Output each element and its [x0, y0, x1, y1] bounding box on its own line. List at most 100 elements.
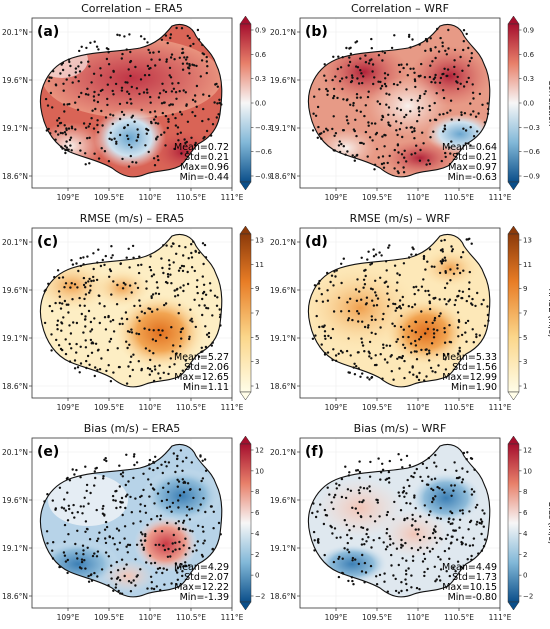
colorbar-tick-label: 7	[523, 310, 527, 318]
lat-tick-label: 19.1°N	[2, 544, 28, 553]
stat-value: Min=-0.44	[180, 172, 229, 183]
panel-letter: (e)	[37, 444, 59, 460]
lon-tick-label: 109°E	[57, 193, 80, 202]
colorbar-tick-label: 8	[255, 488, 259, 496]
lat-tick-label: 19.1°N	[2, 334, 28, 343]
lat-tick-label: 19.6°N	[2, 496, 28, 505]
colorbar-tick-label: 0.3	[255, 75, 266, 83]
stat-value: Mean=0.72	[174, 142, 229, 153]
stat-value: Std=1.56	[452, 362, 497, 373]
lon-tick-label: 110°E	[139, 613, 162, 622]
stat-value: Mean=4.29	[174, 562, 229, 573]
map-panel: RMSE (m/s) – WRF (d) Mean=5.33Std=1.56Max=…	[270, 212, 550, 412]
colorbar-tick-label: 2	[523, 551, 527, 559]
panel-title: Bias (m/s) – ERA5	[84, 422, 180, 435]
colorbar: 0.9 0.6 0.3 0.0 −0.3 −0.6 −0.9 Correlation	[507, 15, 550, 191]
colorbar-tick-label: 1	[255, 383, 259, 391]
lon-tick-label: 110°E	[139, 403, 162, 412]
lat-tick-label: 20.1°N	[2, 28, 28, 37]
panel-title: RMSE (m/s) – WRF	[350, 212, 451, 225]
stat-value: Min=-0.80	[448, 592, 497, 603]
colorbar-label: Bias (m/s)	[546, 502, 550, 545]
lat-tick-label: 19.1°N	[270, 124, 296, 133]
colorbar-tick-label: 0.0	[523, 100, 534, 108]
colorbar-tick-label: 4	[523, 530, 528, 538]
stat-value: Max=12.65	[174, 372, 229, 383]
panel-letter: (f)	[305, 444, 324, 460]
lat-tick-label: 18.6°N	[270, 172, 296, 181]
stat-value: Max=0.97	[448, 162, 497, 173]
colorbar-tick-label: 9	[523, 285, 527, 293]
colorbar-tick-label: 13	[255, 237, 264, 245]
colorbar-tick-label: 5	[255, 334, 259, 342]
colorbar-tick-label: 12	[523, 447, 532, 455]
lat-tick-label: 19.1°N	[2, 124, 28, 133]
colorbar-tick-label: 3	[255, 358, 259, 366]
lat-tick-label: 19.1°N	[270, 544, 296, 553]
stat-value: Max=12.22	[174, 582, 229, 593]
colorbar-tick-label: 10	[255, 467, 264, 475]
lon-tick-label: 109.5°E	[94, 613, 124, 622]
station-markers	[44, 26, 223, 168]
stat-value: Min=-0.63	[448, 172, 497, 183]
colorbar-tick-label: 11	[255, 261, 264, 269]
colorbar: 12 10 8 6 4 2 0 −2 Bias (m/s)	[507, 435, 550, 611]
colorbar-tick-label: −0.9	[255, 173, 272, 181]
lon-tick-label: 110.5°E	[176, 193, 206, 202]
stat-value: Std=0.21	[184, 152, 229, 163]
panel-letter: (a)	[37, 24, 59, 40]
lon-tick-label: 110.5°E	[176, 613, 206, 622]
lon-tick-label: 109°E	[57, 403, 80, 412]
stat-value: Min=-1.39	[180, 592, 229, 603]
colorbar-tick-label: 6	[255, 509, 260, 517]
lat-tick-label: 18.6°N	[2, 172, 28, 181]
colorbar: 13 11 9 7 5 3 1 RMSE (m/s)	[507, 225, 550, 401]
colorbar-tick-label: 3	[523, 358, 527, 366]
panel-title: Correlation – ERA5	[81, 2, 183, 15]
map-panel: Bias (m/s) – ERA5 (e) Mean=4.29Std=2.07Max…	[2, 422, 265, 622]
colorbar-tick-label: 6	[523, 509, 528, 517]
colorbar-tick-label: −0.9	[523, 173, 540, 181]
panel-letter: (b)	[305, 24, 328, 40]
colorbar-tick-label: 0	[523, 572, 527, 580]
stat-value: Max=12.99	[442, 372, 497, 383]
colorbar-tick-label: 10	[523, 467, 532, 475]
panel-letter: (c)	[37, 234, 58, 250]
lon-tick-label: 111°E	[489, 403, 512, 412]
map-panel: Bias (m/s) – WRF (f) Mean=4.49Std=1.73Max=…	[270, 422, 550, 622]
station-markers	[43, 240, 222, 385]
colorbar-tick-label: 9	[255, 285, 259, 293]
colorbar-tick-label: −2	[523, 593, 533, 601]
stat-value: Mean=4.49	[442, 562, 497, 573]
colorbar-tick-label: 0.6	[255, 51, 267, 59]
lat-tick-label: 20.1°N	[270, 448, 296, 457]
stat-value: Std=1.73	[452, 572, 497, 583]
colorbar-tick-label: 13	[523, 237, 532, 245]
lon-tick-label: 110.5°E	[444, 403, 474, 412]
lon-tick-label: 111°E	[489, 193, 512, 202]
lat-tick-label: 19.6°N	[270, 496, 296, 505]
lon-tick-label: 110°E	[407, 193, 430, 202]
lat-tick-label: 20.1°N	[270, 238, 296, 247]
lat-tick-label: 20.1°N	[270, 28, 296, 37]
colorbar-tick-label: 0.9	[255, 27, 266, 35]
lon-tick-label: 111°E	[489, 613, 512, 622]
lon-tick-label: 109.5°E	[362, 403, 392, 412]
lon-tick-label: 110°E	[139, 193, 162, 202]
lat-tick-label: 20.1°N	[2, 238, 28, 247]
colorbar-tick-label: 8	[523, 488, 527, 496]
panel-title: Bias (m/s) – WRF	[354, 422, 447, 435]
colorbar-tick-label: 12	[255, 447, 264, 455]
colorbar-tick-label: 1	[523, 383, 527, 391]
stat-value: Std=2.06	[184, 362, 229, 373]
lat-tick-label: 18.6°N	[2, 592, 28, 601]
map-panel: Correlation – ERA5 (a) Mean=0.72Std=0.21Ma…	[2, 2, 273, 202]
stat-value: Mean=5.27	[174, 352, 229, 363]
lat-tick-label: 20.1°N	[2, 448, 28, 457]
panel-title: RMSE (m/s) – ERA5	[80, 212, 184, 225]
colorbar-tick-label: 0.3	[523, 75, 534, 83]
colorbar-label: Correlation	[546, 80, 550, 127]
map-panel: Correlation – WRF (b) Mean=0.64Std=0.21Max…	[270, 2, 550, 202]
colorbar-tick-label: 7	[255, 310, 259, 318]
